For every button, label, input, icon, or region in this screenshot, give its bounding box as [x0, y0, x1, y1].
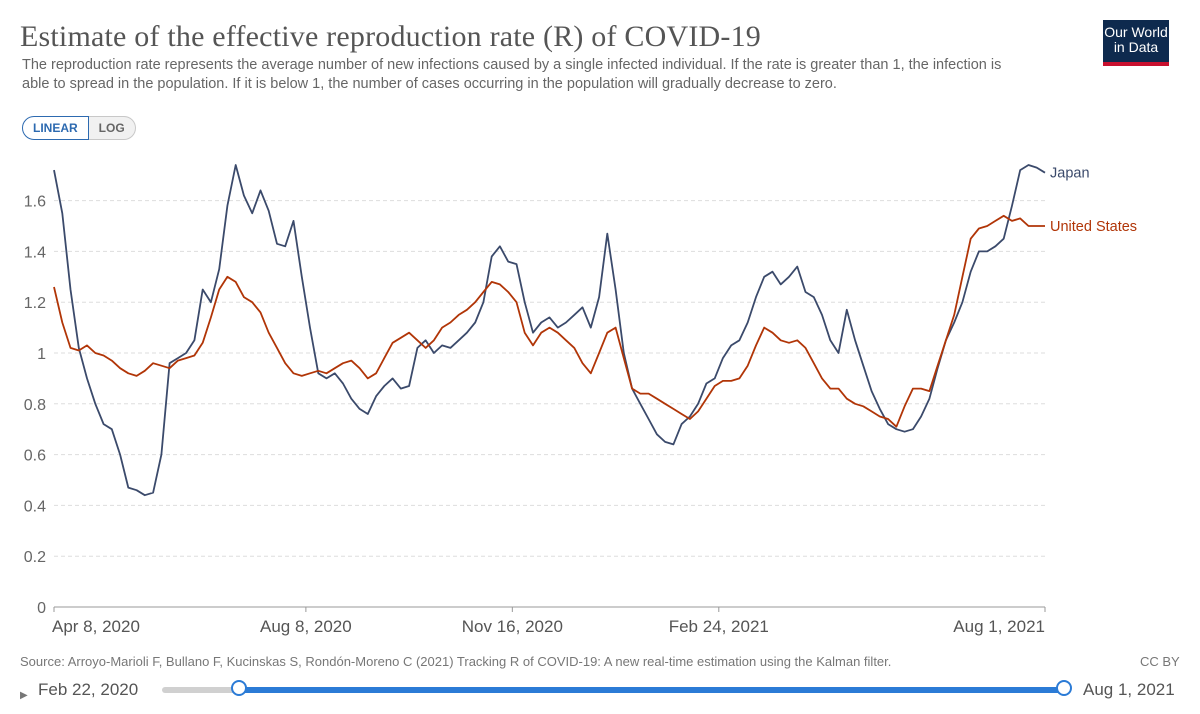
x-tick-label: Aug 8, 2020 [260, 617, 352, 636]
x-tick-label: Nov 16, 2020 [462, 617, 563, 636]
log-scale-button[interactable]: LOG [88, 116, 136, 140]
chart-subtitle: The reproduction rate represents the ave… [22, 57, 1002, 92]
line-chart[interactable]: 0 0.2 0.4 0.6 0.8 1 1.2 1.4 1.6 Apr 8, 2020 Aug 8,… [0, 150, 1200, 640]
series-line-japan [53, 164, 1046, 497]
y-tick-label: 1.6 [24, 194, 46, 211]
timeline-range[interactable] [240, 687, 1065, 693]
source-note: Source: Arroyo-Marioli F, Bullano F, Kuc… [20, 654, 892, 669]
y-tick-label: 0.4 [24, 498, 46, 515]
timeline-end-label: Aug 1, 2021 [1083, 680, 1175, 699]
timeline-slider: ▶ Feb 22, 2020 Aug 1, 2021 [0, 678, 1200, 714]
y-tick-label: 1.4 [24, 244, 46, 261]
owid-logo[interactable]: Our World in Data [1103, 20, 1169, 66]
series-line-united-states [53, 214, 1045, 428]
y-tick-label: 1 [37, 346, 46, 363]
play-icon[interactable]: ▶ [20, 690, 28, 701]
y-tick-label: 0 [37, 600, 46, 617]
license-link[interactable]: CC BY [1140, 654, 1180, 669]
logo-line-2: in Data [1113, 39, 1159, 55]
logo-line-1: Our World [1104, 24, 1168, 40]
y-tick-label: 0.2 [24, 549, 46, 566]
timeline-end-handle[interactable] [1056, 680, 1072, 696]
series-label-united-states: United States [1050, 219, 1137, 235]
x-tick-label: Feb 24, 2021 [669, 617, 769, 636]
chart-title: Estimate of the effective reproduction r… [20, 20, 761, 53]
timeline-start-handle[interactable] [231, 680, 247, 696]
y-tick-label: 1.2 [24, 295, 46, 312]
x-tick-label: Aug 1, 2021 [953, 617, 1045, 636]
y-tick-label: 0.6 [24, 448, 46, 465]
series-label-japan: Japan [1050, 166, 1090, 182]
scale-toggle: LINEAR LOG [22, 116, 136, 140]
y-tick-label: 0.8 [24, 397, 46, 414]
linear-scale-button[interactable]: LINEAR [22, 116, 89, 140]
timeline-start-label: Feb 22, 2020 [38, 680, 139, 699]
x-tick-label: Apr 8, 2020 [52, 617, 140, 636]
